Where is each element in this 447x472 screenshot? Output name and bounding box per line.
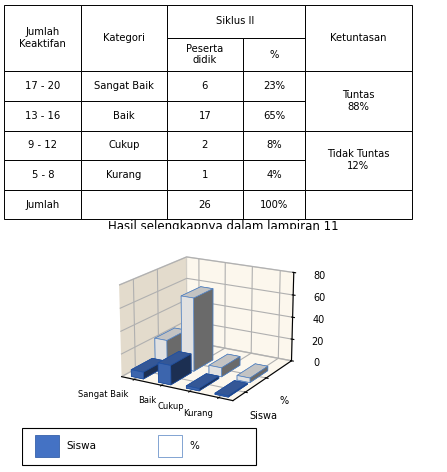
Bar xyxy=(81,71,167,101)
Text: Kurang: Kurang xyxy=(106,170,142,180)
Text: 65%: 65% xyxy=(263,111,285,121)
Bar xyxy=(4,101,81,131)
Text: Jumlah: Jumlah xyxy=(25,200,60,210)
Text: %: % xyxy=(269,50,278,59)
Bar xyxy=(243,190,304,219)
Bar xyxy=(304,131,412,190)
Text: 4%: 4% xyxy=(266,170,282,180)
Bar xyxy=(81,5,167,71)
Text: 8%: 8% xyxy=(266,140,282,151)
Text: %: % xyxy=(190,441,199,451)
Bar xyxy=(81,101,167,131)
Bar xyxy=(4,131,81,160)
Bar xyxy=(304,71,412,131)
Bar xyxy=(4,71,81,101)
Bar xyxy=(4,190,81,219)
Bar xyxy=(35,435,59,457)
Bar xyxy=(4,5,81,71)
Text: Sangat Baik: Sangat Baik xyxy=(94,81,154,91)
Bar xyxy=(81,160,167,190)
Bar xyxy=(304,5,412,71)
Text: Peserta
didik: Peserta didik xyxy=(186,44,224,66)
Bar xyxy=(81,131,167,160)
Bar xyxy=(167,101,243,131)
Bar xyxy=(167,38,243,71)
Bar xyxy=(243,160,304,190)
Text: 17: 17 xyxy=(198,111,211,121)
Bar xyxy=(167,131,243,160)
Text: Baik: Baik xyxy=(113,111,135,121)
Text: 1: 1 xyxy=(202,170,208,180)
Bar xyxy=(167,71,243,101)
Bar xyxy=(304,190,412,219)
Bar xyxy=(4,160,81,190)
Bar xyxy=(22,428,256,465)
Text: 2: 2 xyxy=(202,140,208,151)
Text: Tidak Tuntas
12%: Tidak Tuntas 12% xyxy=(327,150,389,171)
Text: Hasil selengkapnya dalam lampiran 11: Hasil selengkapnya dalam lampiran 11 xyxy=(108,220,339,233)
Text: 6: 6 xyxy=(202,81,208,91)
Text: Tuntas
88%: Tuntas 88% xyxy=(342,90,375,112)
Bar xyxy=(243,101,304,131)
Text: Ketuntasan: Ketuntasan xyxy=(330,33,387,43)
Bar xyxy=(243,38,304,71)
Bar xyxy=(81,190,167,219)
Text: 17 - 20: 17 - 20 xyxy=(25,81,60,91)
Text: 100%: 100% xyxy=(260,200,288,210)
Bar xyxy=(243,131,304,160)
Bar xyxy=(167,160,243,190)
Text: Kategori: Kategori xyxy=(103,33,145,43)
Bar xyxy=(243,71,304,101)
Text: 23%: 23% xyxy=(263,81,285,91)
Text: Siklus II: Siklus II xyxy=(216,17,255,26)
Text: 13 - 16: 13 - 16 xyxy=(25,111,60,121)
Text: Cukup: Cukup xyxy=(108,140,139,151)
Text: Jumlah
Keaktifan: Jumlah Keaktifan xyxy=(19,27,66,49)
Text: 26: 26 xyxy=(198,200,211,210)
Text: Siswa: Siswa xyxy=(67,441,97,451)
Text: 5 - 8: 5 - 8 xyxy=(32,170,54,180)
Bar xyxy=(167,5,304,38)
Bar xyxy=(158,435,182,457)
Text: 9 - 12: 9 - 12 xyxy=(28,140,57,151)
Bar xyxy=(167,190,243,219)
